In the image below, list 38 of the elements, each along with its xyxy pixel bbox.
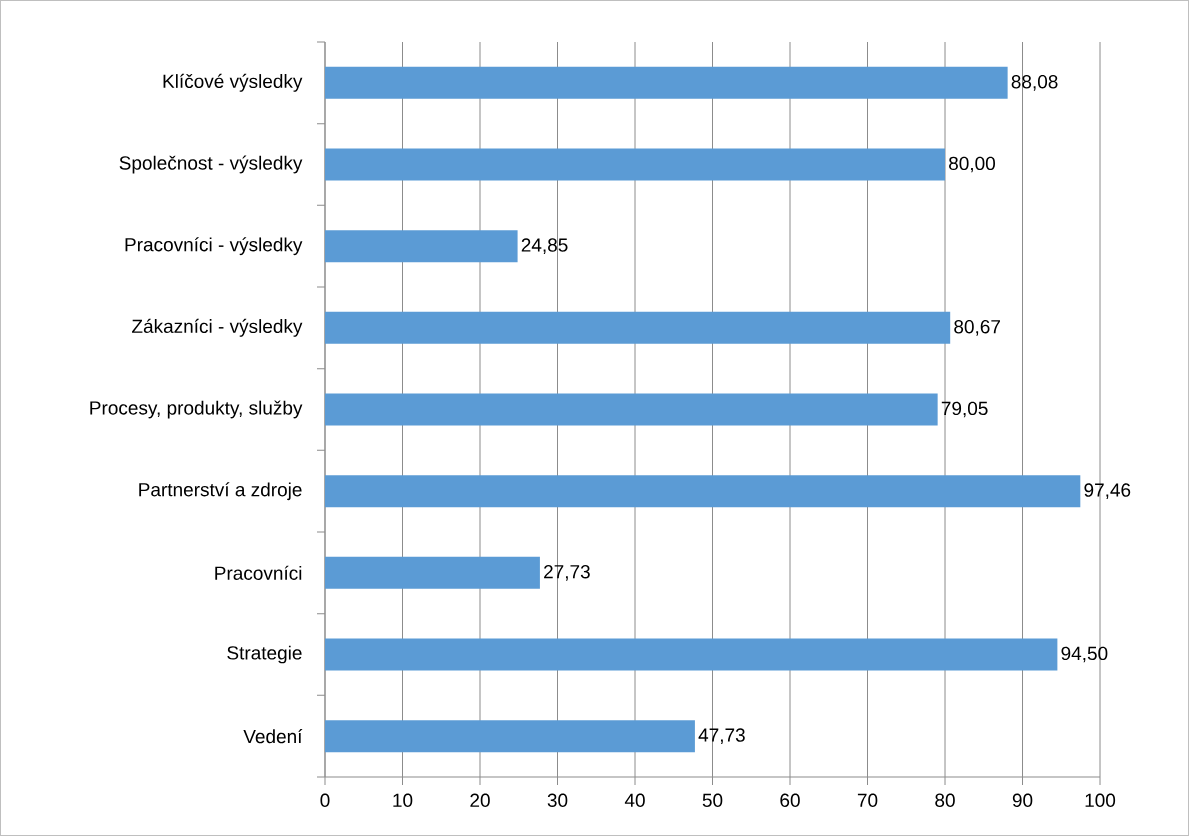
- x-tick-label: 50: [702, 793, 723, 807]
- x-tick-label: 80: [935, 793, 955, 807]
- x-tick-label: 30: [547, 793, 568, 807]
- y-tick-label: Zákazníci - výsledky: [132, 318, 303, 337]
- y-tick-label: Pracovníci - výsledky: [125, 237, 303, 256]
- data-label: 79,05: [941, 401, 988, 418]
- data-label: 80,67: [954, 319, 1000, 336]
- bar: [325, 720, 695, 753]
- data-label: 94,50: [1061, 646, 1108, 663]
- x-tick-label: 40: [624, 793, 645, 807]
- bar: [325, 311, 951, 344]
- data-label: 88,08: [1011, 74, 1058, 91]
- bar: [325, 148, 946, 181]
- y-tick-label: Partnerství a zdroje: [139, 482, 302, 501]
- y-tick-label: Strategie: [227, 645, 302, 664]
- y-tick-label: Vedení: [243, 729, 303, 744]
- data-label: 97,46: [1084, 483, 1131, 500]
- x-tick-label: 10: [393, 793, 413, 807]
- bar: [325, 393, 938, 426]
- data-label: 27,73: [544, 564, 590, 581]
- bar: [325, 475, 1081, 508]
- x-tick-label: 70: [857, 793, 878, 807]
- x-tick-label: 60: [780, 793, 800, 807]
- x-tick-label: 20: [470, 793, 490, 807]
- bar: [325, 230, 518, 263]
- data-label: 24,85: [521, 238, 568, 255]
- y-tick-label: Procesy, produkty, služby: [90, 400, 303, 419]
- y-tick-label: Klíčové výsledky: [163, 73, 303, 92]
- data-label: 47,73: [698, 728, 745, 745]
- data-label: 80,00: [949, 156, 995, 173]
- x-tick-label: 0: [320, 793, 330, 807]
- x-tick-label: 90: [1012, 793, 1033, 807]
- x-tick-label: 100: [1085, 793, 1116, 807]
- bar: [325, 66, 1008, 99]
- y-tick-label: Pracovníci: [215, 565, 302, 580]
- y-tick-label: Společnost - výsledky: [119, 155, 303, 174]
- bar: [325, 638, 1058, 671]
- bar: [325, 556, 540, 589]
